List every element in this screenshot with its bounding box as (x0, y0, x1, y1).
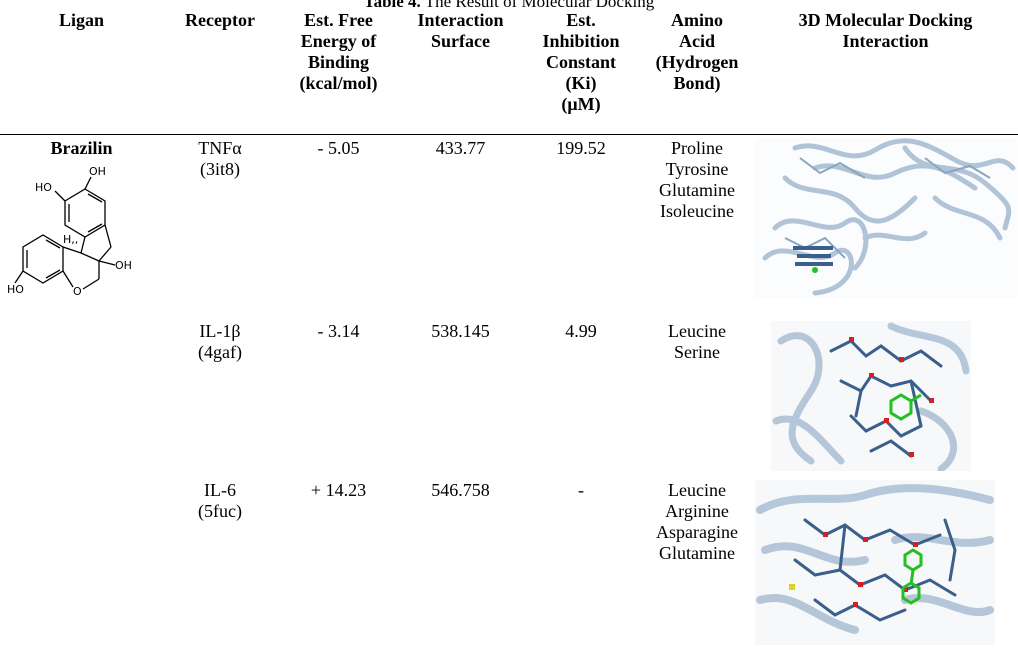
cell-amino-acid: Leucine Arginine Asparagine Glutamine (656, 480, 738, 563)
docking-results-table: Ligan Receptor Est. Free Energy of Bindi… (0, 10, 1018, 650)
cell-inhibition-constant: 4.99 (565, 321, 597, 341)
caption-text: The Result of Molecular Docking (420, 0, 655, 11)
cell-interaction-surface: 538.145 (431, 321, 490, 341)
table-row: Brazilin (0, 135, 1018, 322)
structure-label-oh-top: OH (89, 165, 106, 178)
cell-3d-docking (753, 135, 1018, 322)
table-row: IL-1β (4gaf) - 3.14 538.145 4.99 Leucine… (0, 321, 1018, 480)
il6-docking-image (755, 480, 995, 645)
structure-label-h: H,, (63, 233, 78, 246)
ligand-cell: Brazilin (0, 135, 163, 651)
ligand-name: Brazilin (50, 138, 113, 158)
cell-interaction-surface: 546.758 (431, 480, 490, 500)
tnfa-docking-image (755, 138, 1017, 298)
header-amino-acid: Amino Acid (Hydrogen Bond) (641, 10, 753, 135)
header-receptor: Receptor (163, 10, 277, 135)
cell-free-energy: + 14.23 (310, 480, 367, 500)
structure-label-o: O (73, 285, 82, 298)
structure-label-oh-right: OH (115, 259, 132, 272)
cell-inhibition-constant: 199.52 (556, 138, 606, 158)
header-interaction-surface: Interaction Surface (400, 10, 521, 135)
caption-label: Table 4. (363, 0, 421, 11)
cell-interaction-surface: 433.77 (435, 138, 486, 158)
structure-label-ho-left: HO (7, 283, 24, 296)
header-inhibition-constant: Est. Inhibition Constant (Ki) (μM) (521, 10, 641, 135)
cell-3d-docking (753, 321, 1018, 480)
table-caption: Table 4. The Result of Molecular Docking (0, 0, 1018, 12)
il1b-docking-image (771, 321, 971, 471)
cell-receptor: IL-1β (4gaf) (198, 321, 242, 362)
cell-3d-docking (753, 480, 1018, 650)
cell-amino-acid: Leucine Serine (668, 321, 726, 362)
header-ligan: Ligan (0, 10, 163, 135)
header-row: Ligan Receptor Est. Free Energy of Bindi… (0, 10, 1018, 135)
structure-label-ho-top: HO (35, 181, 52, 194)
cell-amino-acid: Proline Tyrosine Glutamine Isoleucine (659, 138, 735, 221)
cell-free-energy: - 3.14 (317, 321, 360, 341)
header-3d-docking: 3D Molecular Docking Interaction (753, 10, 1018, 135)
header-free-energy: Est. Free Energy of Binding (kcal/mol) (277, 10, 400, 135)
brazilin-structure-image: HO OH H,, OH HO O (7, 165, 132, 298)
cell-free-energy: - 5.05 (317, 138, 360, 158)
cell-inhibition-constant: - (578, 480, 584, 500)
cell-receptor: TNFα (3it8) (198, 138, 242, 179)
table-row: IL-6 (5fuc) + 14.23 546.758 - Leucine Ar… (0, 480, 1018, 650)
cell-receptor: IL-6 (5fuc) (198, 480, 242, 521)
